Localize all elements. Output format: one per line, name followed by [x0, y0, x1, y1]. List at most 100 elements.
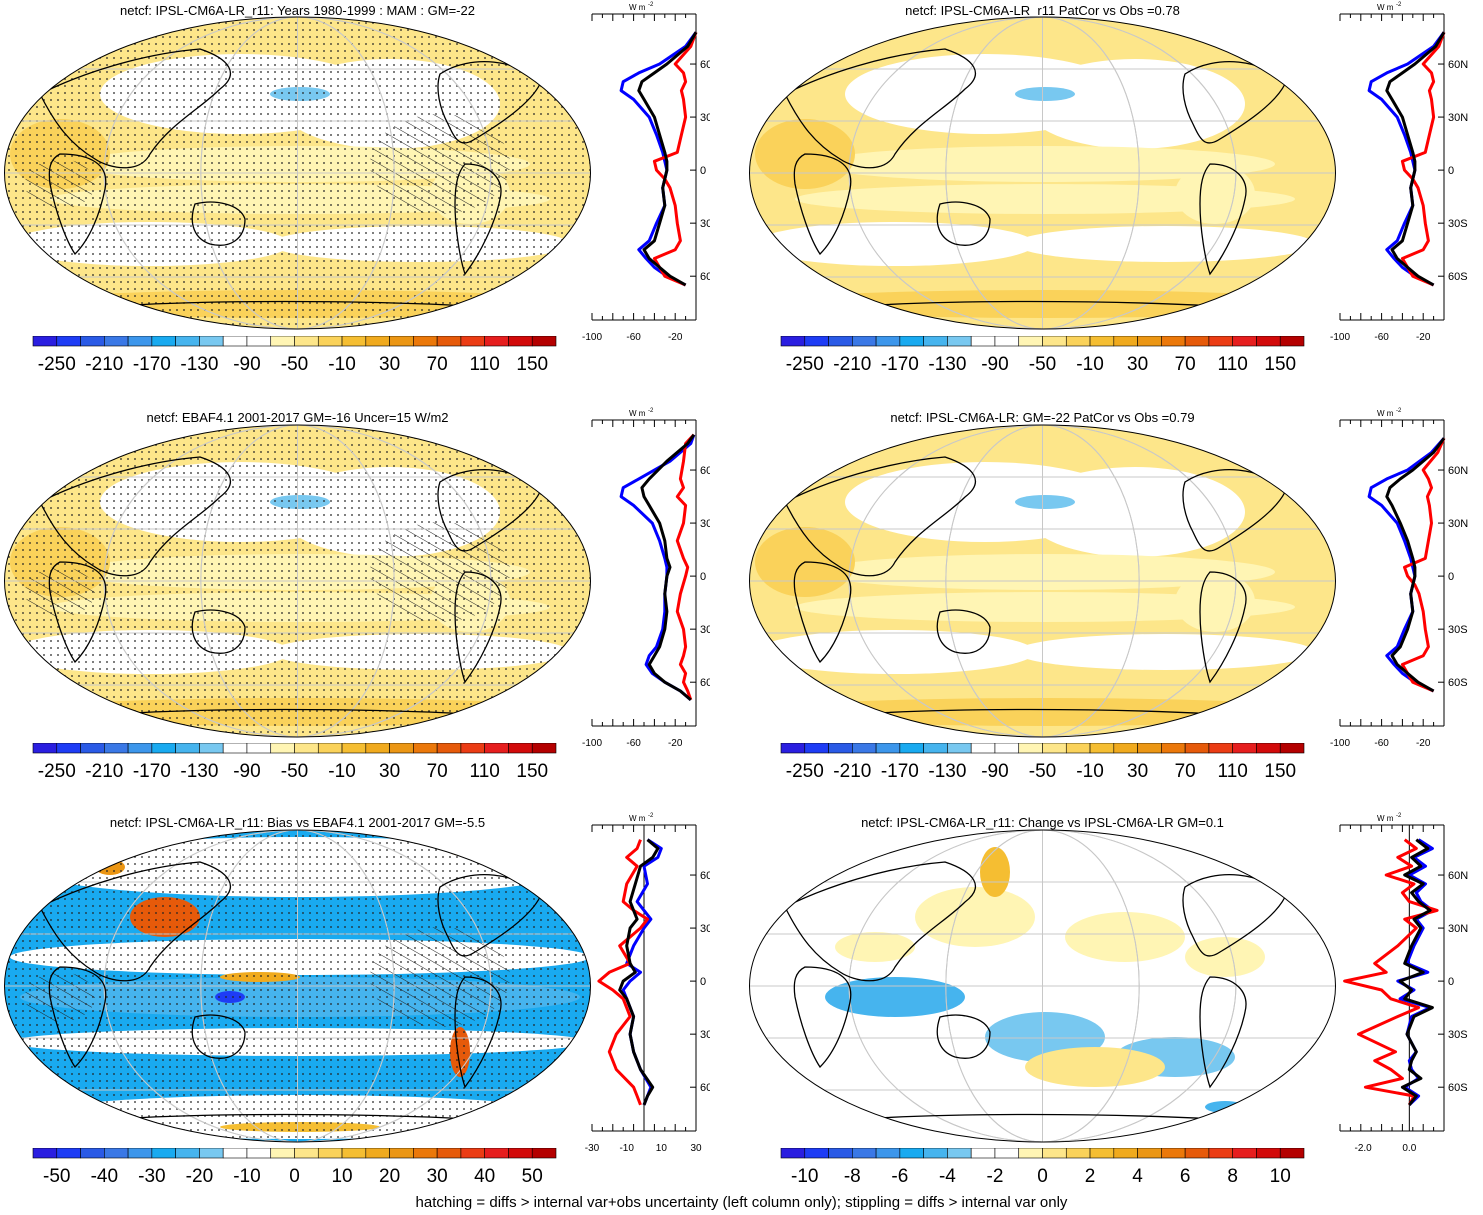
zonal-x-tick-label: -60 — [626, 332, 641, 343]
lat-tick-label: 30N — [700, 923, 710, 935]
colorbar-box-15 — [365, 1148, 390, 1159]
colorbar-box-9 — [970, 743, 996, 754]
zonal-unit-label: W m — [629, 3, 646, 12]
colorbar-tick-label: -170 — [881, 761, 919, 782]
colorbar-tick-label: 50 — [522, 1166, 543, 1187]
colorbar-box-17 — [413, 1148, 438, 1159]
colorbar-box-20 — [484, 336, 509, 347]
colorbar-box-2 — [804, 336, 829, 347]
colorbar-box-7 — [923, 336, 948, 347]
colorbar-box-22 — [531, 336, 557, 347]
map-panel-4 — [749, 424, 1336, 738]
colorbar-box-15 — [1113, 336, 1138, 347]
colorbar-box-14 — [341, 336, 367, 347]
colorbar-box-17 — [413, 336, 438, 347]
colorbar-tick-label: 150 — [1264, 761, 1296, 782]
lat-tick-label: 30N — [700, 518, 710, 530]
colorbar-tick-label: 40 — [474, 1166, 495, 1187]
colorbar-tick-label: -250 — [38, 761, 76, 782]
panel-title-6: netcf: IPSL-CM6A-LR_r11: Change vs IPSL-… — [861, 815, 1224, 830]
colorbar-tick-label: -10 — [791, 1166, 818, 1187]
colorbar-tick-label: 30 — [379, 761, 400, 782]
colorbar-tick-label: -210 — [85, 761, 123, 782]
colorbar-tick-label: 70 — [1175, 761, 1196, 782]
colorbar-box-14 — [341, 1148, 367, 1159]
colorbar-box-13 — [317, 336, 343, 347]
colorbar-box-12 — [294, 1148, 319, 1159]
lat-tick-label: 60N — [1448, 870, 1468, 882]
lat-tick-label: 30N — [1448, 112, 1468, 124]
colorbar-tick-label: -210 — [833, 354, 871, 375]
lat-tick-label: 60N — [1448, 465, 1468, 477]
lat-tick-label: 30S — [1448, 1029, 1468, 1041]
lat-tick-label: 60S — [700, 1082, 710, 1094]
map-panel-6 — [749, 829, 1336, 1143]
zonal-x-tick-label: -20 — [1416, 738, 1431, 749]
zonal-line-red — [1343, 838, 1439, 1106]
colorbar-box-11 — [270, 743, 295, 754]
colorbar-tick-label: -10 — [328, 761, 355, 782]
colorbar-box-21 — [1256, 1148, 1281, 1159]
colorbar-panel-1: -250 -210 -170 -130 -90 -50 -10 30 70 110 150 — [32, 336, 557, 375]
colorbar-box-8 — [199, 743, 224, 754]
colorbar-box-5 — [127, 336, 153, 347]
colorbar-box-8 — [199, 336, 224, 347]
colorbar-box-20 — [1232, 1148, 1257, 1159]
colorbar-tick-label: -90 — [981, 761, 1008, 782]
colorbar-box-10 — [246, 743, 272, 754]
colorbar-box-4 — [852, 336, 877, 347]
colorbar-box-7 — [923, 743, 948, 754]
lat-tick-label: 30N — [700, 112, 710, 124]
colorbar-box-12 — [294, 743, 319, 754]
colorbar-box-7 — [175, 1148, 200, 1159]
colorbar-box-9 — [970, 1148, 996, 1159]
zonal-line-black — [1398, 838, 1434, 1106]
colorbar-tick-label: 150 — [516, 761, 548, 782]
map-panel-2 — [749, 16, 1336, 330]
colorbar-box-20 — [484, 1148, 509, 1159]
lat-tick-label: 0 — [700, 976, 706, 988]
colorbar-box-3 — [80, 743, 105, 754]
colorbar-tick-label: -50 — [281, 761, 308, 782]
colorbar-tick-label: -170 — [881, 354, 919, 375]
colorbar-box-21 — [508, 336, 533, 347]
zonal-x-tick-label: -60 — [1374, 332, 1389, 343]
colorbar-box-19 — [1208, 743, 1233, 754]
colorbar-box-1 — [780, 743, 806, 754]
colorbar-box-18 — [1184, 1148, 1210, 1159]
colorbar-box-10 — [994, 336, 1020, 347]
colorbar-box-10 — [246, 336, 272, 347]
colorbar-box-10 — [994, 1148, 1020, 1159]
zonal-x-tick-label: -10 — [619, 1143, 634, 1154]
colorbar-box-13 — [1065, 743, 1091, 754]
colorbar-tick-label: -50 — [43, 1166, 70, 1187]
colorbar-tick-label: -210 — [833, 761, 871, 782]
colorbar-tick-label: 20 — [379, 1166, 400, 1187]
colorbar-box-22 — [1279, 336, 1305, 347]
colorbar-box-5 — [875, 743, 901, 754]
zonal-x-tick-label: -100 — [582, 332, 602, 343]
colorbar-box-18 — [1184, 336, 1210, 347]
colorbar-tick-label: 10 — [1270, 1166, 1291, 1187]
zonal-line-red — [652, 31, 698, 287]
colorbar-tick-label: 10 — [331, 1166, 352, 1187]
colorbar-box-14 — [1089, 743, 1115, 754]
colorbar-box-22 — [1279, 1148, 1305, 1159]
colorbar-tick-label: 4 — [1132, 1166, 1143, 1187]
colorbar-tick-label: 150 — [516, 354, 548, 375]
panel-title-5: netcf: IPSL-CM6A-LR_r11: Bias vs EBAF4.1… — [109, 815, 486, 830]
colorbar-box-12 — [1042, 336, 1067, 347]
lat-tick-label: 30S — [1448, 218, 1468, 230]
colorbar-tick-label: 2 — [1085, 1166, 1096, 1187]
colorbar-box-11 — [270, 336, 295, 347]
colorbar-tick-label: -250 — [786, 354, 824, 375]
map-panel-1 — [4, 16, 591, 330]
colorbar-box-5 — [875, 1148, 901, 1159]
colorbar-box-20 — [1232, 743, 1257, 754]
zonal-x-tick-label: -20 — [668, 332, 683, 343]
zonal-x-tick-label: -60 — [626, 738, 641, 749]
lat-tick-label: 0 — [700, 571, 706, 583]
colorbar-box-13 — [317, 1148, 343, 1159]
colorbar-tick-label: 70 — [427, 354, 448, 375]
colorbar-box-6 — [899, 743, 924, 754]
